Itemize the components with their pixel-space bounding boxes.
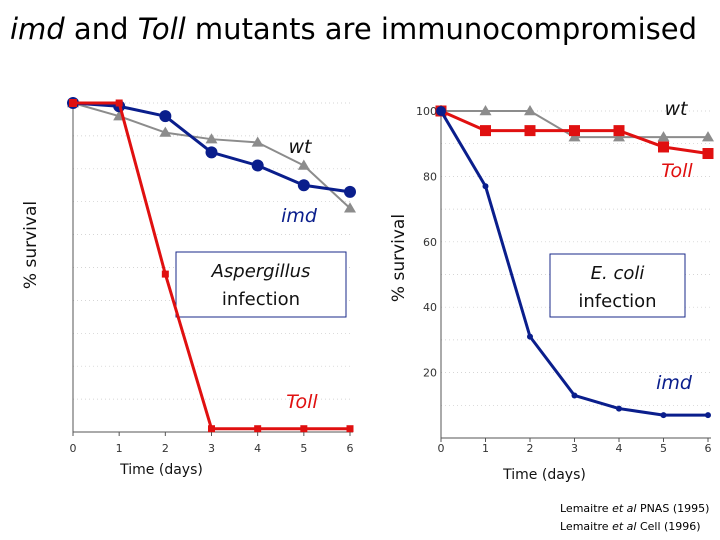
data-point-toll xyxy=(208,425,215,433)
data-point-imd xyxy=(436,106,446,116)
data-point-imd xyxy=(482,183,489,190)
y-tick-label: 20 xyxy=(423,367,437,380)
x-tick-label: 0 xyxy=(438,442,445,455)
citation-1-author: Lemaitre xyxy=(560,502,613,515)
infection-organism: E. coli xyxy=(591,263,645,284)
data-point-toll xyxy=(702,148,714,160)
series-label-toll: Toll xyxy=(661,160,693,182)
x-tick-label: 6 xyxy=(347,442,354,455)
infection-word: infection xyxy=(578,291,656,312)
infection-word: infection xyxy=(222,289,300,310)
y-axis-label: % survival xyxy=(389,214,409,302)
data-point-toll xyxy=(69,99,77,107)
x-tick-label: 4 xyxy=(254,442,261,455)
citation-2-rest: Cell (1996) xyxy=(636,520,701,533)
series-imd: imd xyxy=(67,97,356,227)
data-point-toll xyxy=(658,141,669,153)
data-point-imd xyxy=(527,333,533,340)
y-tick-label: 80 xyxy=(423,170,437,183)
data-point-toll xyxy=(569,125,580,137)
data-point-toll xyxy=(115,99,123,107)
series-toll: Toll xyxy=(69,99,354,433)
data-point-toll xyxy=(300,425,308,433)
citation-1-etal: et al xyxy=(612,502,637,515)
x-tick-label: 4 xyxy=(616,442,623,455)
x-tick-label: 2 xyxy=(527,442,534,455)
data-point-imd xyxy=(705,412,711,419)
title-toll: Toll xyxy=(137,12,186,46)
series-imd: imd xyxy=(436,106,711,419)
x-tick-label: 6 xyxy=(705,442,712,455)
x-tick-label: 1 xyxy=(116,442,123,455)
data-point-wt xyxy=(657,131,670,142)
title-and: and xyxy=(64,12,138,46)
chart-panel-2: 0 1 2 3 4 5 6 100 80 60 40 20 Time (days) % survival E… xyxy=(389,98,714,483)
data-point-wt xyxy=(479,105,492,116)
citation-2: Lemaitre et al Cell (1996) xyxy=(560,520,701,533)
data-point-wt xyxy=(159,126,172,137)
x-tick-label: 5 xyxy=(660,442,667,455)
x-tick-label: 3 xyxy=(208,442,215,455)
data-point-wt xyxy=(344,202,356,213)
chart-panel-1: 0 1 2 3 4 5 6 Time (days) % survival Aspergillus i… xyxy=(21,97,356,478)
series-label-wt: wt xyxy=(289,136,314,158)
x-axis-label: Time (days) xyxy=(502,467,586,483)
data-point-toll xyxy=(254,425,262,433)
data-point-toll xyxy=(613,125,625,137)
x-tick-label: 5 xyxy=(300,442,307,455)
citation-1: Lemaitre et al PNAS (1995) xyxy=(560,502,709,515)
data-point-imd xyxy=(660,412,667,419)
data-point-imd xyxy=(571,392,578,399)
data-point-toll xyxy=(346,425,354,433)
series-label-toll: Toll xyxy=(286,391,318,413)
data-point-wt xyxy=(613,131,625,142)
data-point-wt xyxy=(251,136,264,147)
data-point-imd xyxy=(159,110,172,123)
citation-2-author: Lemaitre xyxy=(560,520,613,533)
y-tick-label: 100 xyxy=(416,105,437,118)
series-label-wt: wt xyxy=(665,98,690,120)
y-axis-label: % survival xyxy=(21,201,41,289)
infection-box xyxy=(175,251,347,318)
title-imd: imd xyxy=(10,12,65,46)
citation-1-rest: PNAS (1995) xyxy=(636,502,710,515)
series-label-imd: imd xyxy=(656,372,693,394)
data-point-imd xyxy=(251,159,264,172)
data-point-imd xyxy=(616,405,622,412)
infection-organism: Aspergillus xyxy=(211,261,311,282)
data-point-imd xyxy=(205,146,218,159)
citation-2-etal: et al xyxy=(612,520,637,533)
x-tick-label: 0 xyxy=(70,442,77,455)
series-toll: Toll xyxy=(435,105,714,182)
data-point-toll xyxy=(480,125,491,137)
infection-box xyxy=(549,253,686,318)
title-rest: mutants are immunocompromised xyxy=(185,12,697,46)
x-tick-label: 3 xyxy=(571,442,578,455)
series-label-imd: imd xyxy=(281,205,318,227)
x-tick-label: 2 xyxy=(162,442,169,455)
data-point-toll xyxy=(161,270,169,278)
x-axis-label: Time (days) xyxy=(119,462,203,478)
x-tick-label: 1 xyxy=(482,442,489,455)
data-point-wt xyxy=(297,159,310,170)
data-point-imd xyxy=(344,185,356,198)
data-point-wt xyxy=(568,131,581,142)
data-point-wt xyxy=(702,131,714,142)
data-point-wt xyxy=(205,133,218,144)
data-point-toll xyxy=(524,125,536,137)
data-point-wt xyxy=(524,105,536,116)
y-tick-label: 40 xyxy=(423,301,437,314)
y-tick-label: 60 xyxy=(423,236,437,249)
page-title: imd and Toll mutants are immunocompromis… xyxy=(10,12,697,46)
data-point-imd xyxy=(297,179,310,192)
